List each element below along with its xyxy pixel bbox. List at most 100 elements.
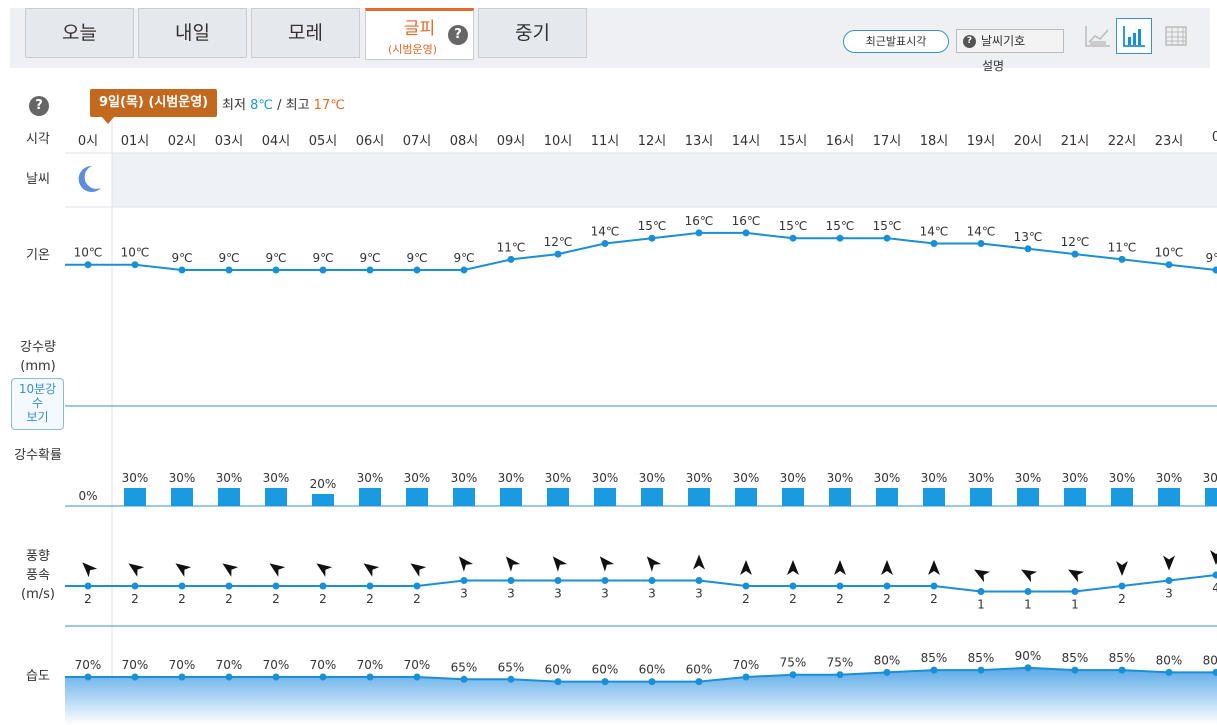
precip-prob-bar xyxy=(1017,488,1039,506)
help-icon[interactable]: ? xyxy=(448,25,468,45)
wind-speed-point xyxy=(789,582,797,590)
date-badge: 9일(목) (시범운영) xyxy=(90,89,218,124)
row-label-time: 시각 xyxy=(26,132,50,147)
precip-prob-bar xyxy=(970,488,992,506)
arrow-icon xyxy=(410,563,427,577)
arrow-icon xyxy=(646,556,662,572)
temperature-point xyxy=(742,229,750,237)
temperature-point xyxy=(601,240,609,247)
arrow-icon xyxy=(1068,569,1085,583)
tab-3[interactable]: 모레 xyxy=(251,8,360,58)
weather-legend-button[interactable]: ? 날씨기호 xyxy=(956,29,1064,53)
arrow-icon xyxy=(1021,569,1038,583)
arrow-icon xyxy=(928,560,940,575)
precip-prob-bar xyxy=(171,488,193,506)
precip-prob-bar xyxy=(923,488,945,506)
wind-direction-arrow xyxy=(974,569,991,583)
recent-release-time-button[interactable]: 최근발표시각 xyxy=(843,30,949,53)
precip-prob-label: 30% xyxy=(122,471,149,485)
hour-label: 12시 xyxy=(637,134,667,149)
wind-speed-label: 1 xyxy=(1071,598,1079,612)
wind-speed-point xyxy=(460,577,468,584)
temperature-point xyxy=(1212,266,1217,274)
tab-1[interactable]: 오늘 xyxy=(25,8,134,58)
wind-direction-arrow xyxy=(458,556,474,572)
hour-label: 17시 xyxy=(872,134,902,149)
tab-2[interactable]: 내일 xyxy=(138,8,247,58)
humidity-label: 70% xyxy=(169,658,196,672)
humidity-point xyxy=(1165,668,1173,676)
precip-prob-bar xyxy=(453,488,475,506)
wind-direction-arrow xyxy=(222,563,239,577)
arrow-icon xyxy=(175,563,192,577)
line-chart-icon[interactable] xyxy=(1080,18,1116,54)
wind-speed-point xyxy=(742,582,750,590)
wind-direction-arrow xyxy=(82,562,98,578)
humidity-label: 60% xyxy=(592,663,619,677)
hour-label: 02시 xyxy=(167,134,197,149)
precip-prob-bar xyxy=(782,488,804,506)
precip-prob-label: 30% xyxy=(357,471,384,485)
precip-prob-label: 30% xyxy=(169,471,196,485)
tab-5[interactable]: 중기 xyxy=(478,8,587,58)
humidity-point xyxy=(1071,666,1079,674)
hour-label: 11시 xyxy=(590,134,620,149)
ten-minute-precip-button[interactable]: 10분강 수 보기 xyxy=(11,378,64,430)
humidity-label: 80% xyxy=(1203,653,1217,667)
temperature-label: 13℃ xyxy=(1014,230,1043,244)
precip-prob-bar xyxy=(547,488,569,506)
temperature-point xyxy=(1118,255,1126,263)
humidity-label: 75% xyxy=(827,656,854,670)
humidity-label: 70% xyxy=(357,658,384,672)
arrow-icon xyxy=(599,556,615,572)
bar-chart-icon[interactable] xyxy=(1116,18,1152,54)
wind-speed-label: 2 xyxy=(789,592,797,606)
temperature-label: 16℃ xyxy=(685,214,714,228)
wind-speed-point xyxy=(225,582,233,590)
precip-prob-bar xyxy=(1158,488,1180,506)
humidity-label: 80% xyxy=(874,653,901,667)
hour-label: 22시 xyxy=(1107,134,1137,149)
btn-line: 수 xyxy=(31,396,44,410)
temperature-label: 15℃ xyxy=(826,219,855,233)
wind-speed-point xyxy=(695,577,703,584)
humidity-point xyxy=(272,673,280,681)
wind-speed-label: 2 xyxy=(883,592,891,606)
humidity-point xyxy=(977,666,985,674)
humidity-point xyxy=(601,678,609,686)
hour-label: 07시 xyxy=(402,134,432,149)
temperature-point xyxy=(648,234,656,242)
wind-speed-point xyxy=(84,582,92,590)
wind-speed-label: 3 xyxy=(1165,587,1173,601)
precip-prob-label: 30% xyxy=(545,471,572,485)
max-label: 최고 xyxy=(285,98,310,113)
precip-prob-label: 30% xyxy=(780,471,807,485)
hour-label: 23시 xyxy=(1154,134,1184,149)
row-label-temperature: 기온 xyxy=(26,248,50,263)
humidity-label: 75% xyxy=(780,656,807,670)
tab-label: 글피 xyxy=(403,19,436,39)
precip-prob-label: 30% xyxy=(639,471,666,485)
arrow-icon xyxy=(693,554,705,570)
temperature-point xyxy=(319,266,327,274)
tab-4[interactable]: 글피 (시범운영)? xyxy=(365,8,474,60)
wind-direction-arrow xyxy=(1163,555,1175,571)
precip-prob-label: 30% xyxy=(686,471,713,485)
humidity-label: 70% xyxy=(404,658,431,672)
temperature-point xyxy=(366,266,374,274)
precip-prob-label: 30% xyxy=(874,471,901,485)
wind-speed-label: 1 xyxy=(1024,598,1032,612)
precip-prob-label: 30% xyxy=(827,471,854,485)
arrow-icon xyxy=(974,569,991,583)
humidity-point xyxy=(225,673,233,681)
temperature-label: 9℃ xyxy=(218,251,239,265)
wind-direction-arrow xyxy=(599,556,615,572)
wind-speed-label: 3 xyxy=(507,587,515,601)
temperature-point xyxy=(131,261,139,269)
wind-speed-label: 2 xyxy=(84,592,92,606)
humidity-label: 90% xyxy=(1015,649,1042,663)
help-icon[interactable]: ? xyxy=(29,96,49,116)
humidity-label: 85% xyxy=(921,651,948,665)
table-icon[interactable] xyxy=(1158,18,1194,54)
precip-prob-bar xyxy=(124,488,146,506)
